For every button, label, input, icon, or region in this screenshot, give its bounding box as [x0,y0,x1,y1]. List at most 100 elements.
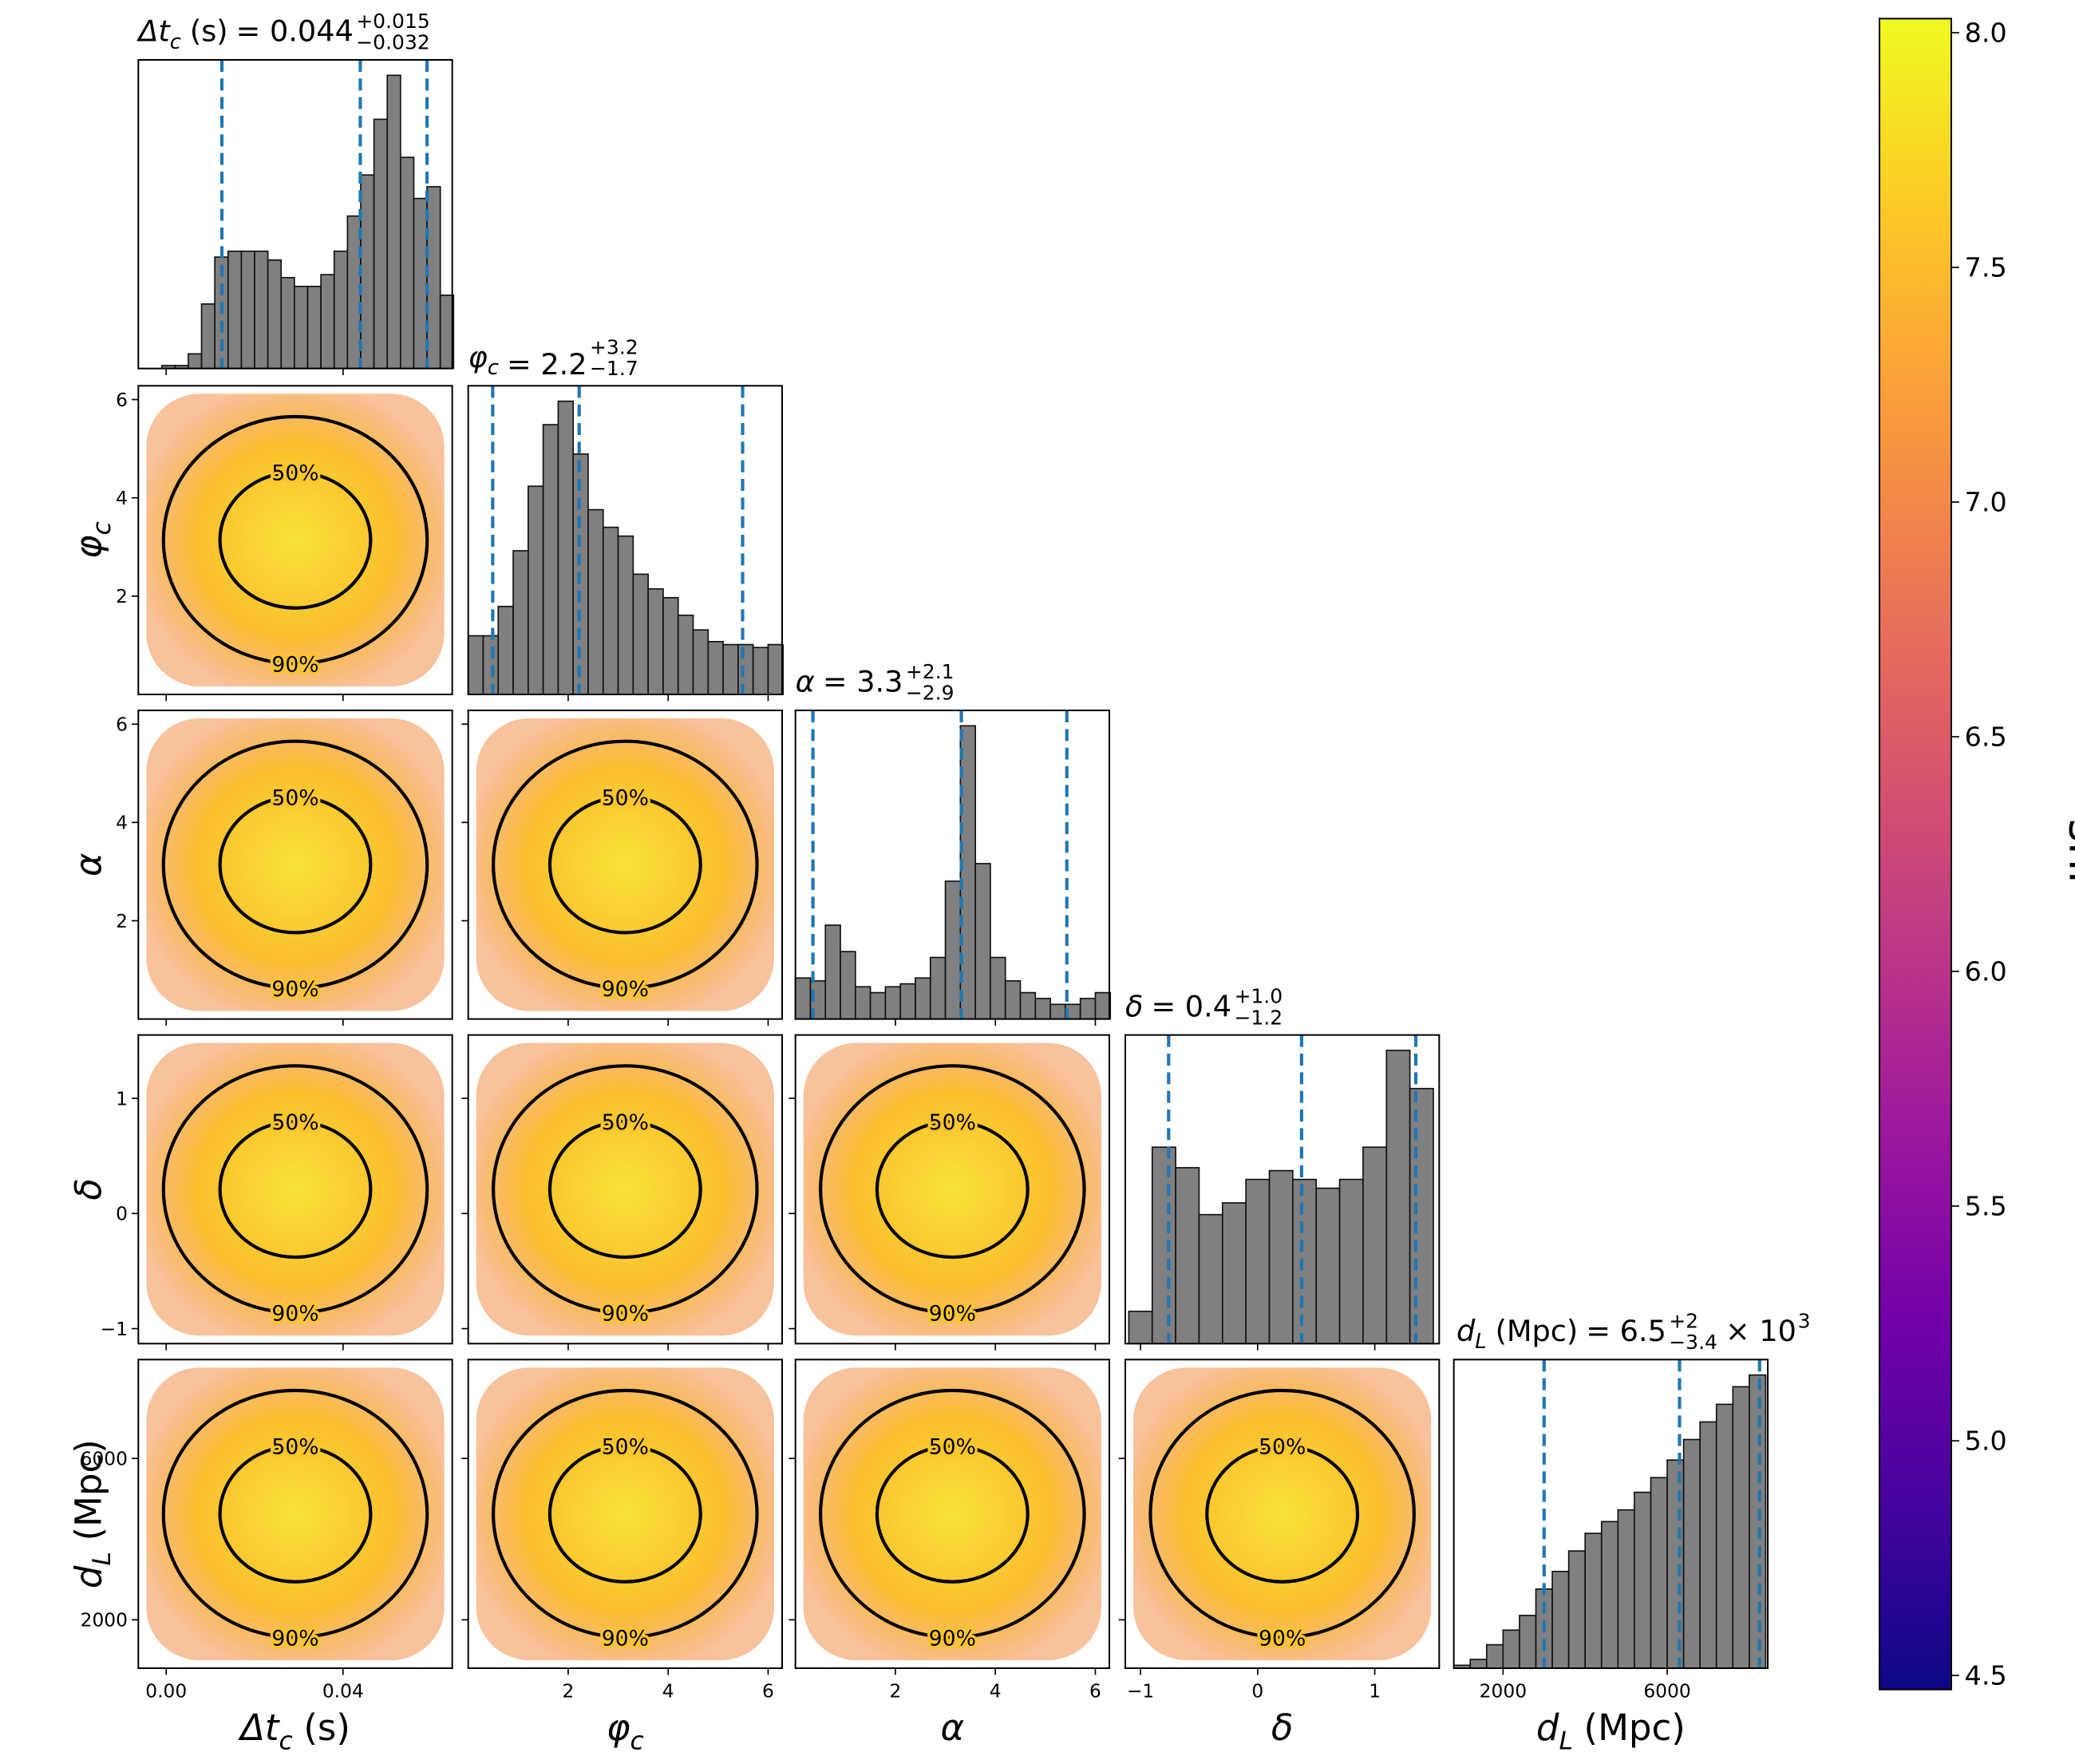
hist-bar [1650,1477,1668,1669]
hist-bar [869,991,887,1020]
scatter-cloud [803,1042,1101,1336]
hist-bar [360,174,375,370]
label-subscript: c [630,1726,644,1755]
hist-bar [677,614,694,695]
panel-title: α = 3.3 [796,665,903,699]
hist-bar [1245,1178,1271,1345]
hist-bar [1004,980,1022,1020]
panel-frame [1124,1359,1441,1669]
label-symbol: Δt [136,14,171,49]
hist-bar [692,629,709,695]
title-minus: −2.9 [906,682,955,705]
hist-bar [426,186,441,370]
hist-bar [1292,1178,1318,1345]
hist-bar [899,983,916,1020]
contour-50 [218,795,373,935]
scatter-panel: 50% 90% 2 4 6 [461,1359,783,1703]
histogram-panel: δ = 0.4 +1.0−1.2 [1124,985,1441,1351]
contour-90 [161,414,429,666]
contour-label: 90% [602,977,649,1002]
contour-label: 50% [602,1110,649,1135]
colorbar-label: snr [2058,819,2075,890]
y-tick-label: 0 [116,1203,128,1225]
hist-bar [974,863,991,1020]
label-subscript: L [1559,1726,1573,1755]
hist-bar [240,250,255,370]
hist-bar [497,605,514,695]
scatter-cloud [146,718,445,1011]
panel-frame [794,1359,1111,1669]
x-tick-label: 0.00 [145,1680,187,1703]
hist-bar [294,285,309,370]
contour-50 [547,1119,702,1260]
hist-bar [1034,998,1051,1020]
panel-frame [137,1359,453,1669]
hist-bar [1151,1146,1176,1345]
scatter-panel: 50% 90% 2 4 6 [788,1359,1111,1703]
contour-50 [218,1119,373,1260]
title-plus: +1.0 [1234,985,1283,1008]
scatter-cloud [146,1042,445,1336]
contour-label: 50% [602,1435,649,1460]
x-tick-label: 0 [1251,1680,1263,1703]
hist-bar [1502,1629,1520,1669]
x-tick-label: 4 [662,1680,674,1703]
scatter-cloud [146,394,445,686]
histogram-panel: α = 3.3 +2.1−2.9 [794,660,1112,1026]
x-tick-label: 4 [990,1680,1002,1703]
hist-bar [1519,1615,1537,1669]
scatter-cloud [476,1042,774,1336]
title-median: = 2.2 [507,347,587,382]
x-axis-label: α [940,1707,964,1749]
y-tick-label: 1 [116,1087,128,1109]
histogram-panel: Δtc (s) = 0.044 +0.015−0.032 [136,10,455,375]
scatter-panel: 50% 90% 2 4 6 [116,385,453,702]
hist-bar [840,951,856,1020]
hist-bar [1128,1311,1153,1345]
hist-bar [267,259,283,370]
contour-50 [547,1444,702,1584]
hist-bar [482,635,500,695]
y-tick-label: 4 [116,812,128,834]
hist-bar [1469,1659,1488,1669]
contour-label: 90% [1259,1626,1306,1651]
title-suffix-exp: 3 [1798,1309,1811,1332]
label-subscript: L [88,1552,117,1566]
title-minus: −1.2 [1234,1006,1283,1029]
hist-bar [1682,1438,1701,1669]
panel-frame [137,59,453,370]
contour-label: 50% [271,1110,318,1135]
hist-bar [662,596,679,695]
label-symbol: Δt [238,1707,281,1749]
panel-frame [467,1359,783,1669]
panel-frame [1452,1359,1769,1669]
hist-bar [400,156,415,370]
label-symbol: d [1456,1314,1476,1348]
hist-bar [227,250,243,370]
contour-90 [492,1388,759,1639]
panel-title: Δtc (s) = 0.044 [136,14,354,54]
panel-frame [467,385,783,696]
panel-title: dL (Mpc) = 6.5 [1456,1314,1666,1354]
title-median: = 0.4 [1151,989,1231,1023]
panel-title: φc = 2.2 [468,340,587,382]
hist-bar [915,977,931,1020]
hist-bar [527,485,544,695]
histogram-panel: φc = 2.2+3.2−1.7 [467,335,785,702]
hist-bar [333,250,349,370]
contour-50 [875,1444,1030,1584]
hist-bar [1175,1167,1200,1345]
hist-bar [990,956,1006,1020]
panel-frame [137,1034,453,1345]
hist-bar [542,424,559,695]
hist-bar [1019,991,1037,1020]
contour-50 [547,795,702,935]
title-minus: −0.032 [356,31,430,54]
hist-bar [587,508,604,695]
label-unit: (Mpc) [1584,1707,1686,1749]
hist-bar [320,274,335,370]
hist-bar [188,353,203,370]
label-unit: (s) [303,1707,350,1749]
hist-bar [254,250,269,370]
